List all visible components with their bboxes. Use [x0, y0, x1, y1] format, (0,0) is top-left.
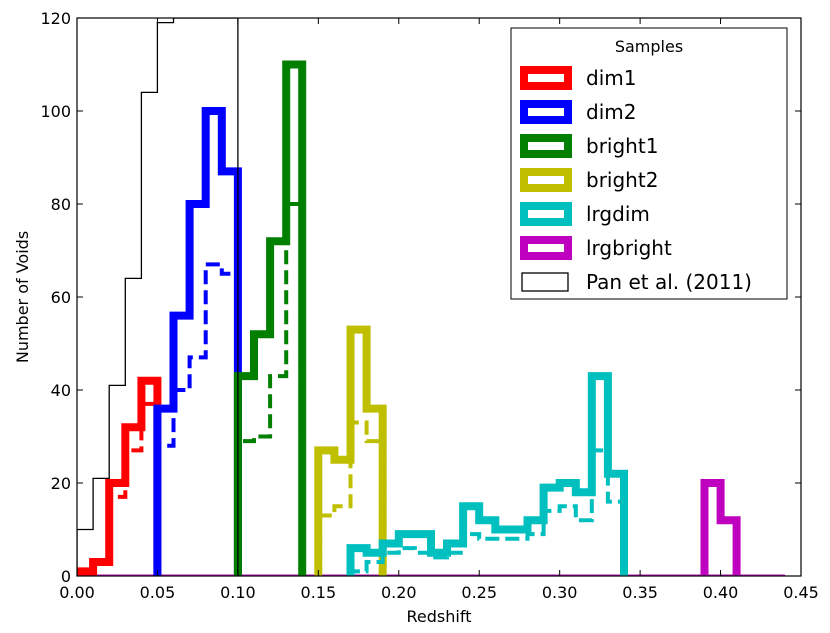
bright1-legend-label: bright1 — [586, 134, 658, 158]
x-tick-label: 0.15 — [301, 583, 337, 602]
legend-title: Samples — [615, 37, 683, 56]
dim2-solid-histogram — [153, 107, 242, 576]
lrgdim-legend-swatch — [520, 202, 572, 226]
x-tick-label: 0.45 — [783, 583, 819, 602]
y-tick-label: 40 — [51, 381, 71, 400]
bright2-legend-swatch — [520, 168, 572, 192]
x-tick-label: 0.00 — [59, 583, 95, 602]
x-axis-label: Redshift — [407, 607, 472, 626]
bright2-dashed-histogram — [316, 420, 385, 576]
y-tick-label: 0 — [61, 567, 71, 586]
dim2-legend-label: dim2 — [586, 100, 636, 124]
x-tick-label: 0.20 — [381, 583, 417, 602]
lrgdim-legend-label: lrgdim — [586, 202, 650, 226]
y-tick-label: 60 — [51, 288, 71, 307]
y-tick-label: 80 — [51, 195, 71, 214]
bright1-legend-swatch — [520, 134, 572, 158]
x-tick-label: 0.30 — [542, 583, 578, 602]
x-tick-label: 0.35 — [622, 583, 658, 602]
y-tick-label: 100 — [40, 102, 71, 121]
pan-et-al-2011-solid-histogram — [77, 18, 239, 576]
y-tick-label: 120 — [40, 9, 71, 28]
pan-et-al-2011-legend-label: Pan et al. (2011) — [586, 270, 752, 294]
dim1-legend-swatch — [520, 66, 572, 90]
dim2-legend-swatch — [520, 100, 572, 124]
bright1-solid-histogram — [233, 60, 307, 576]
lrgdim-solid-histogram — [346, 372, 628, 576]
y-tick-label: 20 — [51, 474, 71, 493]
dim2-dashed-histogram — [155, 262, 240, 576]
y-axis-label: Number of Voids — [13, 231, 32, 363]
x-tick-label: 0.05 — [140, 583, 176, 602]
dim1-solid-histogram — [77, 376, 162, 576]
lrgbright-legend-label: lrgbright — [586, 236, 672, 260]
x-tick-label: 0.25 — [461, 583, 497, 602]
legend: Samples dim1 dim2 bright1 bright2 lrgdim lrgb… — [510, 27, 788, 300]
pan-et-al-2011-legend-swatch — [521, 272, 569, 292]
x-tick-label: 0.40 — [703, 583, 739, 602]
x-tick-label: 0.10 — [220, 583, 256, 602]
bright2-solid-histogram — [314, 325, 387, 576]
lrgdim-dashed-histogram — [348, 448, 626, 576]
bright1-dashed-histogram — [235, 202, 305, 576]
lrgbright-dashed-histogram — [702, 481, 739, 576]
lrgbright-legend-swatch — [520, 236, 572, 260]
bright2-legend-label: bright2 — [586, 168, 658, 192]
dim1-legend-label: dim1 — [586, 66, 636, 90]
